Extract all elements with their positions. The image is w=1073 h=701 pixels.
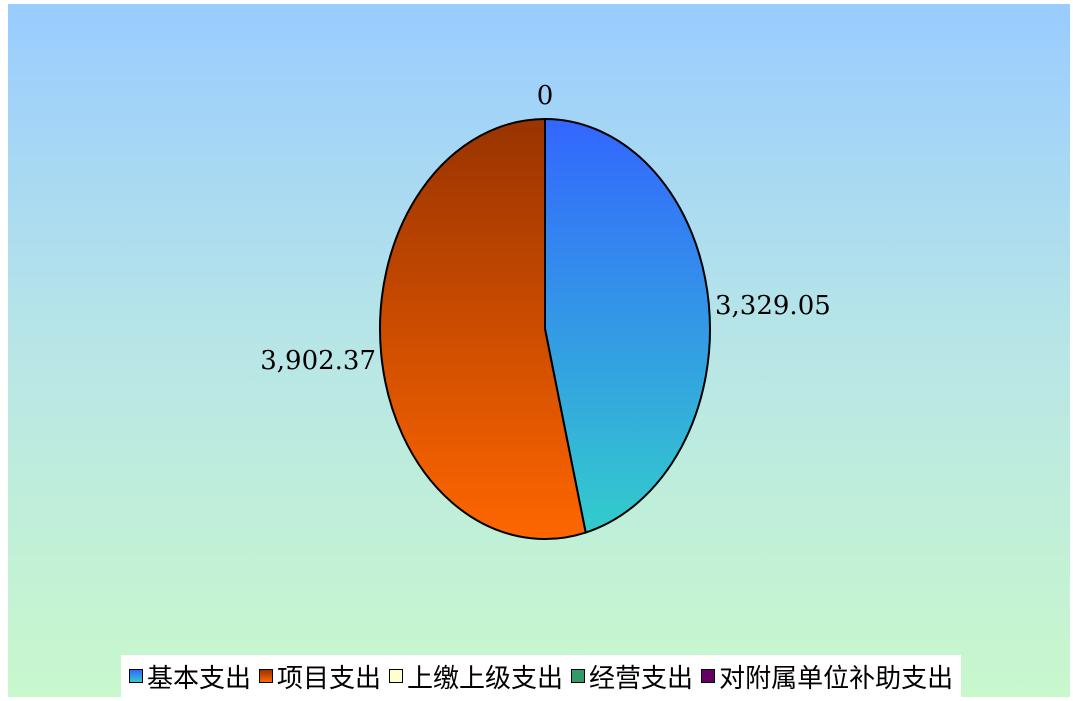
legend-item-5: 对附属单位补助支出 [701, 658, 953, 695]
legend-swatch [571, 669, 586, 683]
data-label-1: 3,329.05 [715, 291, 831, 321]
legend-label: 基本支出 [147, 663, 252, 694]
legend-label: 经营支出 [589, 663, 694, 694]
legend-label: 项目支出 [277, 663, 382, 694]
legend-label: 对附属单位补助支出 [719, 663, 954, 694]
legend-swatch [129, 669, 143, 683]
legend: 基本支出 项目支出 上缴上级支出 经营支出 对附属单位补助支出 [121, 655, 962, 697]
data-label-2: 3,902.37 [260, 346, 376, 376]
legend-swatch [259, 669, 274, 683]
legend-swatch [701, 669, 716, 683]
legend-item-1: 基本支出 [129, 658, 251, 695]
pie-slice-1 [544, 117, 711, 534]
legend-label: 上缴上级支出 [407, 663, 564, 694]
chart-area: 3,329.05 3,902.37 0 [8, 4, 1070, 697]
legend-swatch [389, 669, 404, 683]
legend-item-2: 项目支出 [259, 658, 381, 695]
pie-chart: 3,329.05 3,902.37 0 [260, 81, 831, 540]
legend-item-4: 经营支出 [571, 658, 693, 695]
legend-item-3: 上缴上级支出 [389, 658, 563, 695]
pie-slice-2 [379, 117, 587, 540]
data-label-3: 0 [537, 81, 554, 111]
